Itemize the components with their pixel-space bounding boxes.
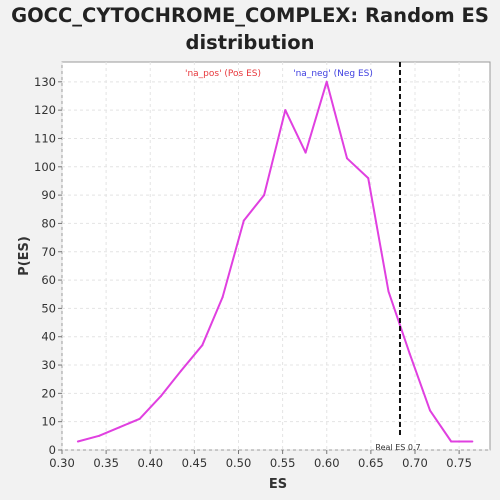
data-point	[450, 440, 453, 443]
y-axis-label: P(ES)	[17, 236, 32, 276]
y-tick-label: 120	[34, 103, 56, 117]
data-point	[471, 440, 474, 443]
y-tick-label: 20	[41, 386, 56, 400]
x-tick-label: 0.30	[49, 456, 75, 470]
y-tick-label: 10	[41, 415, 56, 429]
y-tick-label: 70	[41, 245, 56, 259]
x-tick-label: 0.35	[93, 456, 119, 470]
data-point	[138, 417, 141, 420]
data-point	[408, 352, 411, 355]
x-tick-label: 0.70	[402, 456, 428, 470]
x-tick-label: 0.45	[182, 456, 208, 470]
x-tick-label: 0.75	[446, 456, 472, 470]
x-tick-label: 0.65	[358, 456, 384, 470]
legend-entry-pos: 'na_pos' (Pos ES)	[185, 69, 261, 79]
y-tick-label: 80	[41, 216, 56, 230]
data-point	[367, 177, 370, 180]
data-point	[201, 344, 204, 347]
x-tick-label: 0.60	[314, 456, 340, 470]
data-point	[284, 109, 287, 112]
chart-title-line-1: GOCC_CYTOCHROME_COMPLEX: Random ES	[11, 4, 489, 27]
x-tick-label: 0.50	[226, 456, 252, 470]
data-point	[263, 194, 266, 197]
real-es-label: Real ES 0.7	[375, 443, 420, 452]
data-point	[76, 440, 79, 443]
x-tick-label: 0.55	[270, 456, 296, 470]
y-tick-label: 0	[49, 443, 56, 457]
data-point	[118, 426, 121, 429]
y-tick-label: 30	[41, 358, 56, 372]
series-line	[77, 80, 473, 443]
plot-background	[61, 61, 491, 451]
y-tick-label: 40	[41, 330, 56, 344]
y-tick-label: 90	[41, 188, 56, 202]
data-point	[387, 290, 390, 293]
axes: 0 10 20 30 40 50 60 70 80 90 100 110 120 130 0.30 0.35 0…	[34, 75, 472, 470]
data-point	[346, 157, 349, 160]
x-axis-label: ES	[269, 477, 287, 492]
data-point	[242, 219, 245, 222]
y-tick-label: 130	[34, 75, 56, 89]
data-point	[325, 80, 328, 83]
y-tick-label: 50	[41, 301, 56, 315]
y-tick-label: 110	[34, 131, 56, 145]
data-point	[428, 409, 431, 412]
chart-title-line-2: distribution	[185, 31, 315, 54]
y-tick-label: 60	[41, 273, 56, 287]
data-point	[180, 369, 183, 372]
legend-entry-neg: 'na_neg' (Neg ES)	[293, 69, 373, 79]
x-tick-label: 0.40	[137, 456, 163, 470]
grid	[61, 62, 490, 451]
data-point	[221, 296, 224, 299]
marks	[76, 62, 474, 443]
data-point	[304, 151, 307, 154]
y-tick-label: 100	[34, 160, 56, 174]
data-point	[159, 395, 162, 398]
data-point	[98, 434, 101, 437]
